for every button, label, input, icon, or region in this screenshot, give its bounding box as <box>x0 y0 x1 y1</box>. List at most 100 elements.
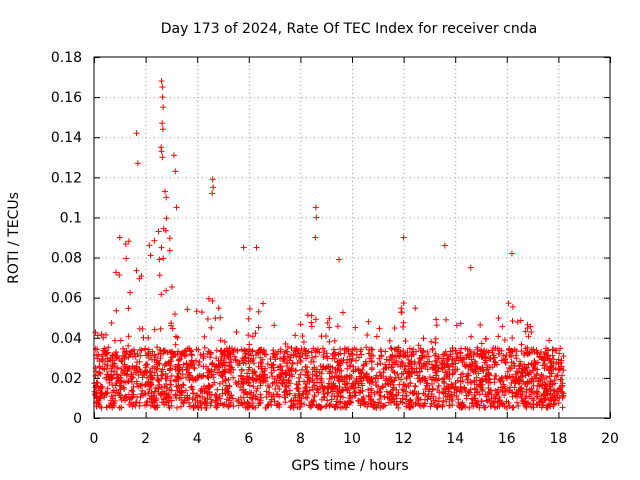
data-point <box>258 365 265 372</box>
data-point <box>377 346 384 353</box>
data-point <box>175 382 182 389</box>
data-point <box>552 365 559 372</box>
data-point <box>298 366 305 373</box>
data-point <box>285 382 292 389</box>
data-point <box>445 383 452 390</box>
data-point <box>96 387 103 394</box>
data-point <box>186 369 193 376</box>
data-point <box>341 350 348 357</box>
data-point <box>557 345 564 352</box>
y-tick-label: 0.18 <box>51 50 82 66</box>
data-point <box>292 367 299 374</box>
data-point <box>351 388 358 395</box>
data-point <box>221 362 228 369</box>
data-point <box>152 385 159 392</box>
data-point <box>156 272 163 279</box>
data-point <box>498 400 505 407</box>
data-point <box>118 365 125 372</box>
data-point <box>480 368 487 375</box>
data-point <box>142 362 149 369</box>
data-point <box>198 387 205 394</box>
data-point <box>559 404 566 411</box>
data-point <box>534 391 541 398</box>
data-point <box>216 380 223 387</box>
data-point <box>210 184 217 191</box>
data-point <box>373 382 380 389</box>
data-point <box>368 387 375 394</box>
data-point <box>320 354 327 361</box>
data-point <box>125 366 132 373</box>
data-point <box>341 374 348 381</box>
data-point <box>134 160 141 167</box>
data-point <box>94 332 101 339</box>
data-point <box>334 385 341 392</box>
data-point <box>423 382 430 389</box>
data-point <box>264 382 271 389</box>
data-point <box>296 378 303 385</box>
data-point <box>377 392 384 399</box>
data-point <box>365 318 372 325</box>
data-point <box>263 394 270 401</box>
data-point <box>350 367 357 374</box>
data-point <box>325 380 332 387</box>
data-point <box>193 308 200 315</box>
data-point <box>471 385 478 392</box>
data-point <box>168 354 175 361</box>
data-point <box>483 397 490 404</box>
data-point <box>346 375 353 382</box>
data-point <box>557 384 564 391</box>
data-point <box>108 375 115 382</box>
data-point <box>400 370 407 377</box>
data-point <box>400 234 407 241</box>
data-point <box>191 365 198 372</box>
data-point <box>542 345 549 352</box>
data-point <box>434 368 441 375</box>
data-point <box>320 388 327 395</box>
data-point <box>101 361 108 368</box>
data-point <box>536 398 543 405</box>
data-point <box>172 363 179 370</box>
data-point <box>324 319 331 326</box>
data-point <box>359 388 366 395</box>
data-point <box>492 404 499 411</box>
data-point <box>530 346 537 353</box>
data-point <box>508 353 515 360</box>
y-tick-label: 0 <box>73 411 82 427</box>
data-point <box>219 390 226 397</box>
data-point <box>232 379 239 386</box>
data-point <box>129 388 136 395</box>
data-point <box>456 388 463 395</box>
data-point <box>109 389 116 396</box>
data-point <box>176 388 183 395</box>
data-point <box>468 333 475 340</box>
data-point <box>230 374 237 381</box>
data-point <box>207 396 214 403</box>
data-point <box>470 403 477 410</box>
data-point <box>205 348 212 355</box>
data-point <box>554 391 561 398</box>
data-point <box>302 347 309 354</box>
data-point <box>303 389 310 396</box>
data-point <box>397 363 404 370</box>
data-point <box>558 363 565 370</box>
data-point <box>530 400 537 407</box>
data-point <box>536 374 543 381</box>
data-point <box>522 395 529 402</box>
data-point <box>432 357 439 364</box>
data-point <box>334 388 341 395</box>
data-point <box>376 396 383 403</box>
data-point <box>243 376 250 383</box>
data-point <box>547 364 554 371</box>
data-point <box>495 386 502 393</box>
data-point <box>189 361 196 368</box>
data-point <box>429 346 436 353</box>
data-point <box>149 348 156 355</box>
data-point <box>533 372 540 379</box>
data-point <box>242 348 249 355</box>
data-point <box>225 388 232 395</box>
data-point <box>328 396 335 403</box>
data-point <box>487 355 494 362</box>
data-point <box>382 377 389 384</box>
data-point <box>224 388 231 395</box>
data-point <box>284 348 291 355</box>
